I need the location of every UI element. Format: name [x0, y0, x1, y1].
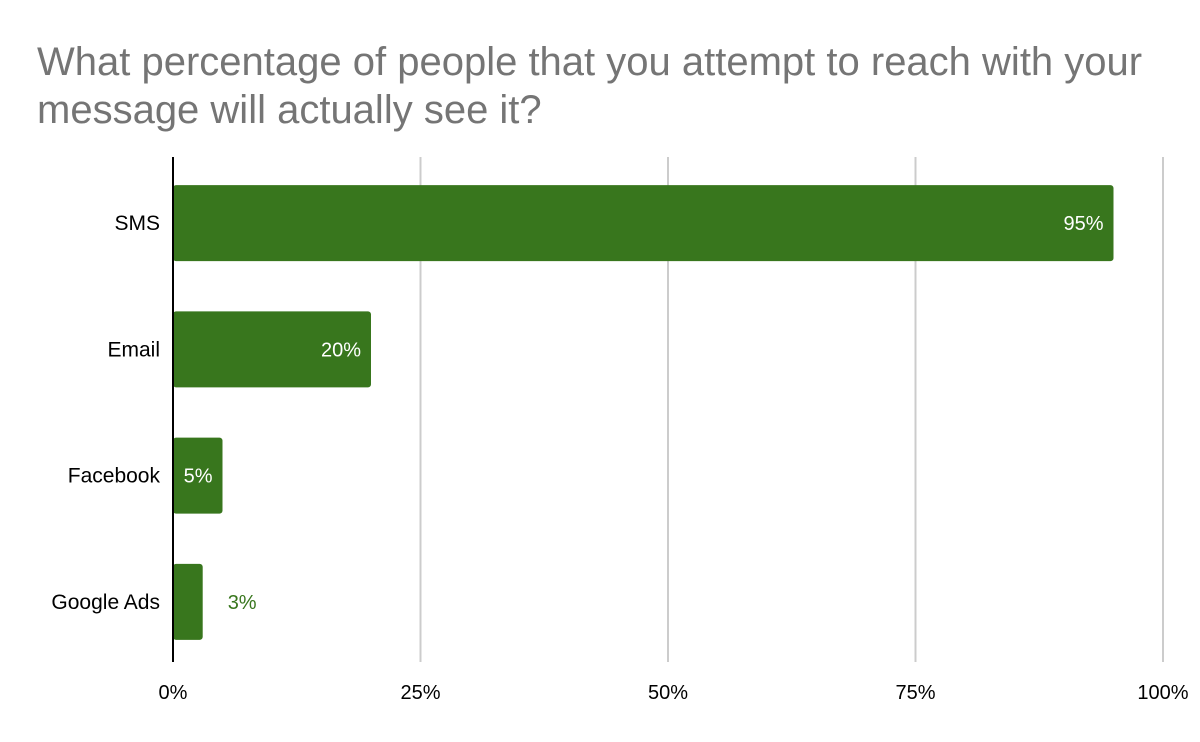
category-label: Facebook [68, 465, 161, 488]
x-tick-label: 100% [1137, 682, 1188, 704]
bar [173, 437, 223, 514]
bar [173, 311, 371, 388]
x-tick-label: 0% [159, 682, 188, 704]
data-labels: 95% 20% 5% 3% [184, 213, 1104, 614]
category-labels: SMS Email Facebook Google Ads [51, 212, 160, 614]
bar [173, 563, 203, 640]
category-label: SMS [114, 212, 160, 235]
data-label: 5% [184, 466, 213, 488]
x-tick-label: 50% [648, 682, 688, 704]
data-label: 95% [1063, 213, 1103, 235]
x-axis-tick-labels: 0% 25% 50% 75% 100% [159, 682, 1189, 704]
data-label: 3% [228, 592, 257, 614]
bars [173, 185, 1114, 640]
data-label: 20% [321, 339, 361, 361]
x-tick-label: 75% [895, 682, 935, 704]
bar [173, 185, 1114, 262]
x-tick-label: 25% [400, 682, 440, 704]
chart-title: What percentage of people that you attem… [37, 40, 1143, 132]
category-label: Email [107, 338, 160, 361]
category-label: Google Ads [51, 591, 160, 614]
